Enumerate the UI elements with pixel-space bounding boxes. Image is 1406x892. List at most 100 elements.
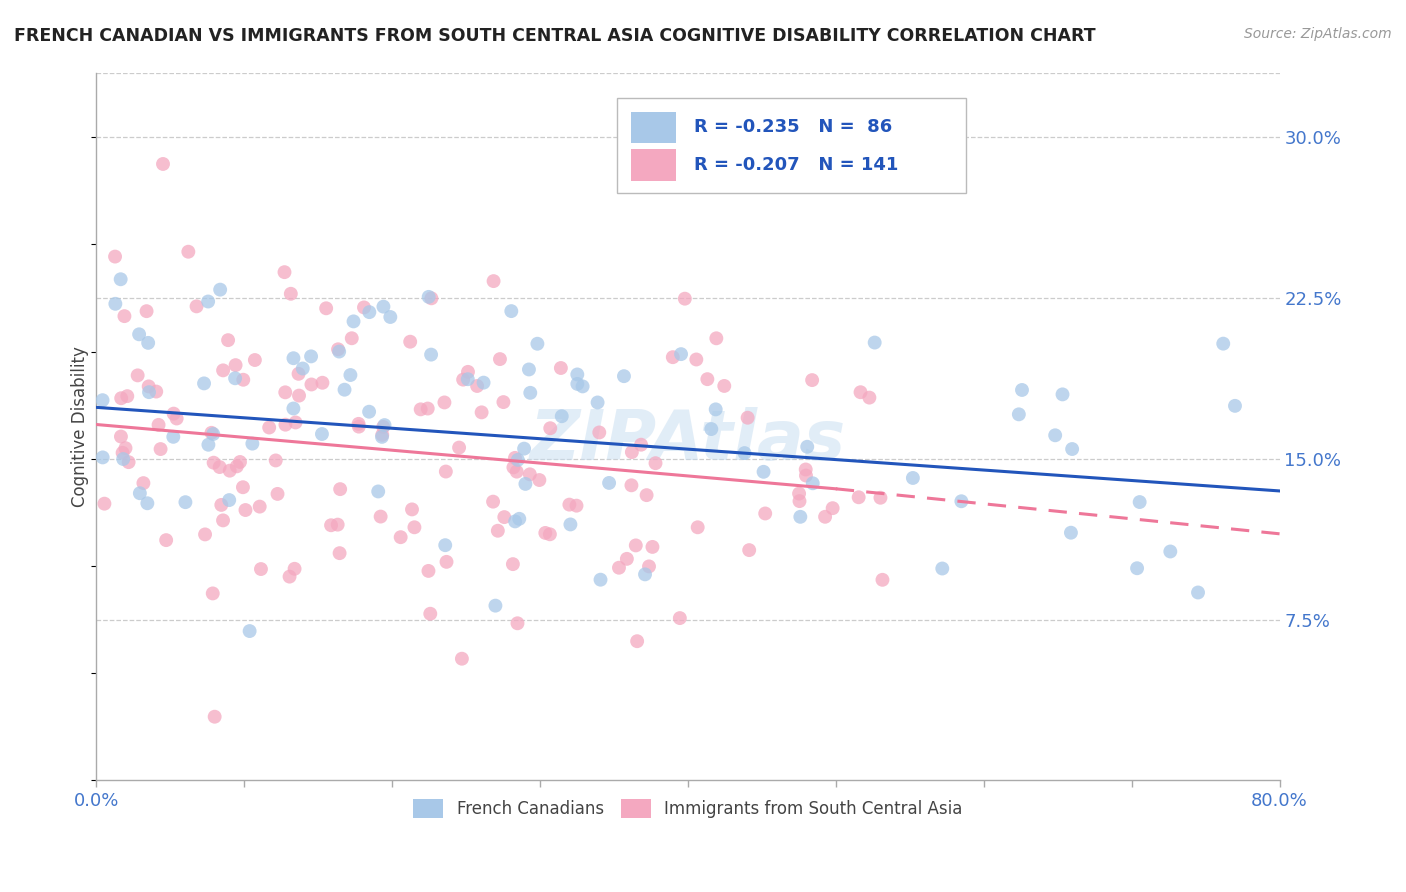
Point xyxy=(588,425,610,440)
Point xyxy=(638,559,661,574)
Point xyxy=(399,334,422,349)
Point xyxy=(291,361,314,376)
Point xyxy=(287,367,309,381)
Point xyxy=(418,290,440,304)
Point xyxy=(529,473,551,487)
Point xyxy=(501,304,523,318)
Point xyxy=(239,624,262,638)
Text: ZIPAtlas: ZIPAtlas xyxy=(530,408,846,475)
Point xyxy=(371,430,394,444)
Point xyxy=(274,417,297,432)
Point xyxy=(232,480,254,494)
Point xyxy=(288,388,311,402)
Point xyxy=(794,462,817,476)
Point xyxy=(197,438,219,452)
Point xyxy=(163,407,186,421)
Point xyxy=(551,409,574,424)
Point xyxy=(538,527,561,541)
Point xyxy=(696,372,718,386)
Point xyxy=(737,410,759,425)
Point xyxy=(560,517,582,532)
Point xyxy=(686,520,709,534)
Point xyxy=(486,524,509,538)
Point xyxy=(104,297,127,311)
Point xyxy=(128,486,150,500)
Point xyxy=(186,299,208,313)
Point xyxy=(502,460,524,475)
Point xyxy=(209,498,232,512)
Point xyxy=(506,616,529,631)
Point xyxy=(200,425,222,440)
Point xyxy=(284,416,307,430)
Point xyxy=(517,362,540,376)
Point xyxy=(482,274,505,288)
Point xyxy=(519,467,541,482)
Point xyxy=(273,265,295,279)
Point xyxy=(433,395,456,409)
Text: R = -0.235   N =  86: R = -0.235 N = 86 xyxy=(693,119,891,136)
Point xyxy=(149,442,172,456)
Point xyxy=(104,250,127,264)
Point xyxy=(266,487,288,501)
Point xyxy=(110,272,132,286)
Point xyxy=(373,420,395,434)
Point xyxy=(212,363,235,377)
Point xyxy=(738,543,761,558)
Point xyxy=(869,491,891,505)
Point xyxy=(515,476,537,491)
Point xyxy=(380,310,402,324)
Point xyxy=(704,402,727,417)
Point xyxy=(326,343,349,357)
Point xyxy=(367,484,389,499)
Point xyxy=(250,562,273,576)
Point xyxy=(508,512,530,526)
Point xyxy=(848,490,870,504)
Point xyxy=(204,709,226,723)
Point xyxy=(506,465,529,479)
Point xyxy=(434,465,457,479)
Point xyxy=(471,405,494,419)
Point xyxy=(449,441,471,455)
Point xyxy=(128,327,150,342)
Point xyxy=(821,501,844,516)
Point xyxy=(329,546,352,560)
Point xyxy=(801,373,824,387)
Point xyxy=(138,379,160,393)
Point xyxy=(1008,408,1031,422)
Point xyxy=(814,509,837,524)
Point xyxy=(117,389,139,403)
Point xyxy=(669,347,692,361)
Point xyxy=(796,440,818,454)
Point xyxy=(420,348,443,362)
Point xyxy=(114,309,136,323)
Point xyxy=(484,599,506,613)
Point xyxy=(132,476,155,491)
Point xyxy=(243,353,266,368)
Point xyxy=(194,527,217,541)
Point xyxy=(138,385,160,400)
Point xyxy=(148,417,170,432)
Point xyxy=(280,286,302,301)
Point xyxy=(240,436,263,450)
Point xyxy=(342,314,364,328)
Point xyxy=(235,503,257,517)
Point xyxy=(567,376,589,391)
Point xyxy=(117,455,139,469)
Point xyxy=(347,417,370,431)
Point xyxy=(734,446,756,460)
Point xyxy=(315,301,337,316)
Point xyxy=(567,368,589,382)
Point xyxy=(347,419,370,434)
Point xyxy=(224,371,246,385)
Point xyxy=(202,456,225,470)
Point xyxy=(472,376,495,390)
Point xyxy=(457,365,479,379)
Point xyxy=(626,634,648,648)
Point xyxy=(636,488,658,502)
Point xyxy=(111,446,134,460)
Point xyxy=(482,494,505,508)
Point xyxy=(571,379,593,393)
Point xyxy=(225,358,247,372)
Point xyxy=(794,468,817,483)
Point xyxy=(264,453,287,467)
